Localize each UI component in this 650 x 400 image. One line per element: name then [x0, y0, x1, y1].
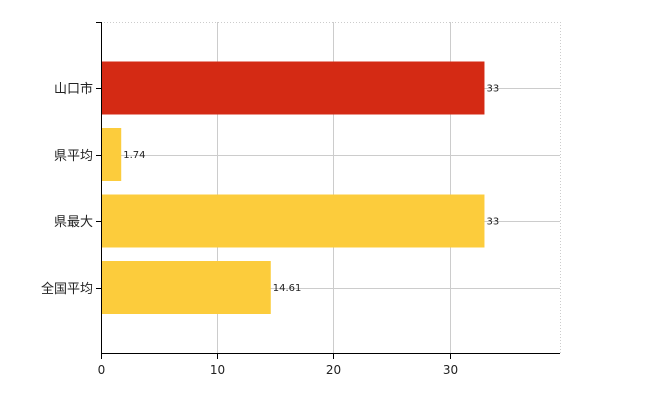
x-tick-label-2: 20	[326, 363, 341, 377]
category-label-0: 山口市	[54, 81, 93, 97]
value-label-2: 33	[486, 217, 499, 228]
x-tick-label-0: 0	[98, 363, 106, 377]
bar-0	[101, 61, 485, 115]
bar-3	[101, 261, 271, 314]
category-label-1: 県平均	[54, 149, 93, 164]
value-label-0: 33	[486, 84, 499, 95]
bar-2	[101, 194, 485, 248]
category-label-3: 全国平均	[41, 281, 93, 297]
value-label-3: 14.61	[273, 283, 302, 294]
bars	[101, 61, 485, 314]
x-tick-label-1: 10	[210, 363, 225, 377]
x-tick-label-3: 30	[443, 363, 458, 377]
category-label-2: 県最大	[54, 215, 93, 230]
axes	[96, 22, 560, 359]
bar-1	[101, 128, 122, 181]
value-label-1: 1.74	[123, 150, 145, 161]
